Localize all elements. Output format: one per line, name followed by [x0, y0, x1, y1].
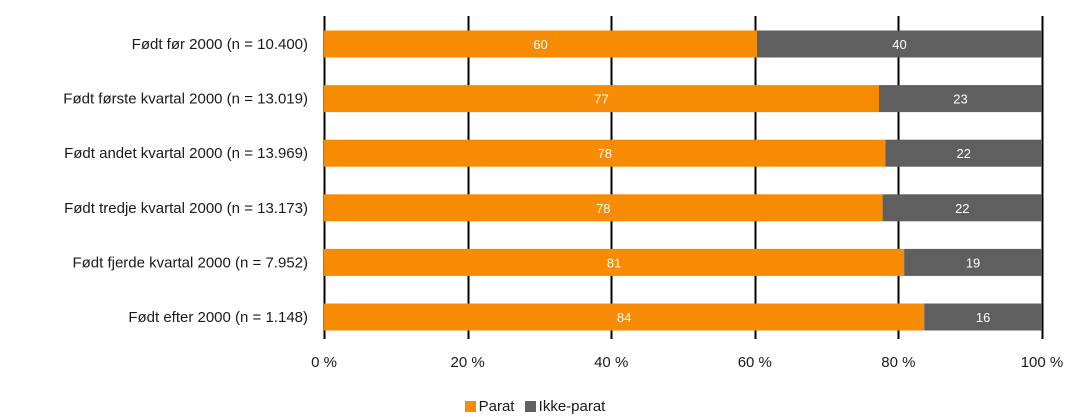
data-labels: 60 40 77 23 78 22 78 22 81 19 84 16	[533, 37, 990, 325]
data-label-ikke-parat: 23	[953, 92, 967, 107]
bar-segment-parat	[324, 194, 883, 222]
data-label-ikke-parat: 22	[955, 201, 969, 216]
legend-item-parat: Parat	[464, 398, 515, 416]
bar-segment-parat	[324, 248, 905, 276]
category-label: Født før 2000 (n = 10.400)	[132, 36, 308, 53]
data-label-parat: 84	[617, 310, 631, 325]
gridlines	[323, 16, 1044, 339]
category-label: Født fjerde kvartal 2000 (n = 7.952)	[72, 254, 308, 271]
legend-label-ikke-parat: Ikke-parat	[538, 398, 606, 415]
data-label-parat: 78	[598, 146, 612, 161]
data-label-parat: 78	[596, 201, 610, 216]
x-tick-label-0: 0 %	[311, 354, 337, 371]
legend-swatch-parat	[464, 401, 476, 412]
x-axis-tick-labels: 0 % 20 % 40 % 60 % 80 % 100 %	[311, 354, 1063, 371]
category-label: Født efter 2000 (n = 1.148)	[128, 309, 308, 326]
bar-segment-ikke-parat	[879, 85, 1042, 113]
x-tick-label-20: 20 %	[450, 354, 484, 371]
bar-segment-ikke-parat	[882, 194, 1042, 222]
bar-segment-ikke-parat	[924, 303, 1042, 331]
stacked-bar-chart: 60 40 77 23 78 22 78 22 81 19 84 16 Født før 2000 (…	[63, 16, 1063, 371]
bar-segment-ikke-parat	[756, 30, 1042, 58]
data-label-ikke-parat: 16	[976, 310, 990, 325]
data-label-ikke-parat: 22	[957, 146, 971, 161]
data-label-parat: 60	[533, 37, 547, 52]
bar-segment-ikke-parat	[904, 248, 1042, 276]
bar-segment-parat	[324, 85, 880, 113]
legend: Parat Ikke-parat	[0, 398, 1070, 416]
bar-segment-parat	[324, 139, 886, 167]
data-label-ikke-parat: 19	[966, 255, 980, 270]
legend-label-parat: Parat	[478, 398, 515, 415]
category-label: Født tredje kvartal 2000 (n = 13.173)	[64, 200, 308, 217]
bar-segment-parat	[324, 303, 925, 331]
bar-segment-parat	[324, 30, 757, 58]
data-label-parat: 77	[594, 92, 608, 107]
data-label-parat: 81	[607, 255, 621, 270]
legend-item-ikke-parat: Ikke-parat	[524, 398, 606, 416]
bar-segment-ikke-parat	[885, 139, 1042, 167]
x-tick-label-60: 60 %	[738, 354, 772, 371]
category-label: Født første kvartal 2000 (n = 13.019)	[63, 91, 308, 108]
x-tick-label-100: 100 %	[1021, 354, 1064, 371]
data-label-ikke-parat: 40	[892, 37, 906, 52]
category-labels: Født før 2000 (n = 10.400) Født første kv…	[63, 36, 308, 326]
category-label: Født andet kvartal 2000 (n = 13.969)	[64, 145, 308, 162]
x-tick-label-80: 80 %	[881, 354, 915, 371]
bars	[324, 30, 1042, 331]
legend-swatch-ikke-parat	[524, 401, 536, 412]
x-tick-label-40: 40 %	[594, 354, 628, 371]
